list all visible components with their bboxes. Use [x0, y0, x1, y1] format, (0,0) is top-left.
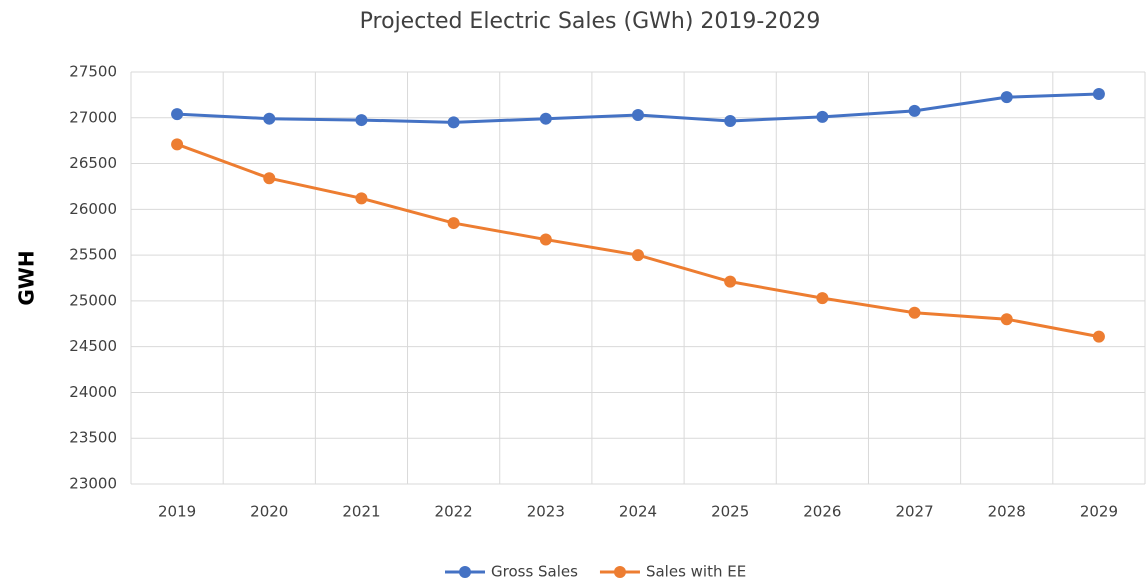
data-point [539, 112, 552, 125]
data-point [447, 217, 460, 230]
y-axis-label: GWH [15, 250, 39, 305]
data-point [908, 306, 921, 319]
x-tick-label: 2024 [619, 503, 657, 521]
y-tick-label: 24500 [69, 337, 117, 355]
x-tick-label: 2027 [895, 503, 933, 521]
data-point [539, 233, 552, 246]
legend-marker [613, 566, 626, 578]
legend-label: Gross Sales [491, 563, 578, 581]
data-point [447, 116, 460, 129]
data-point [908, 104, 921, 117]
data-point [632, 109, 644, 122]
y-tick-label: 23000 [69, 475, 117, 493]
data-point [355, 192, 368, 205]
data-point [1000, 91, 1013, 104]
data-point [355, 114, 368, 127]
data-point [1092, 87, 1105, 100]
y-tick-label: 26000 [69, 200, 117, 218]
y-tick-label: 27500 [69, 63, 117, 81]
y-tick-label: 23500 [69, 429, 117, 447]
data-point [263, 172, 276, 185]
y-tick-label: 26500 [69, 154, 117, 172]
legend-marker [459, 566, 471, 578]
x-tick-label: 2029 [1080, 503, 1118, 521]
x-tick-label: 2028 [988, 503, 1026, 521]
data-point [171, 108, 184, 121]
x-tick-label: 2023 [527, 503, 565, 521]
data-point [724, 114, 737, 127]
data-point [724, 275, 737, 288]
legend-label: Sales with EE [646, 563, 746, 581]
chart-title: Projected Electric Sales (GWh) 2019-2029 [360, 9, 821, 34]
x-tick-label: 2025 [711, 503, 749, 521]
y-tick-label: 24000 [69, 383, 117, 401]
data-point [816, 110, 829, 123]
x-tick-label: 2026 [803, 503, 841, 521]
y-tick-label: 25500 [69, 246, 117, 264]
x-tick-label: 2020 [250, 503, 288, 521]
y-tick-label: 25000 [69, 291, 117, 309]
y-tick-label: 27000 [69, 108, 117, 126]
x-tick-label: 2019 [158, 503, 196, 521]
data-point [263, 112, 276, 125]
data-point [1092, 330, 1105, 343]
data-point [1000, 313, 1013, 326]
data-point [816, 292, 829, 305]
x-tick-label: 2022 [435, 503, 473, 521]
data-point [632, 249, 644, 262]
data-point [171, 138, 184, 151]
x-tick-label: 2021 [342, 503, 380, 521]
